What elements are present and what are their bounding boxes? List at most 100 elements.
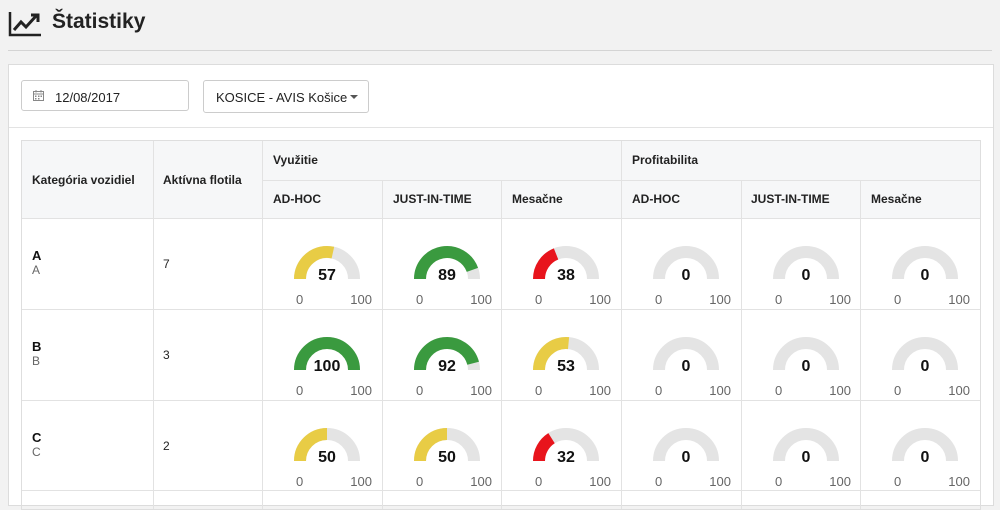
gauge-max-label: 100 bbox=[470, 292, 492, 307]
gauge-value: 50 bbox=[438, 449, 456, 466]
gauge-arc bbox=[294, 246, 360, 280]
gauge-min-label: 0 bbox=[655, 292, 663, 307]
header-sub-utilization-adhoc: AD-HOC bbox=[273, 192, 321, 206]
gauge-value: 0 bbox=[801, 267, 811, 284]
gauge-value: 57 bbox=[318, 267, 336, 284]
gauge-value: 92 bbox=[438, 358, 456, 375]
gauge-min-label: 0 bbox=[894, 474, 902, 489]
header-profitability: Profitabilita bbox=[632, 153, 699, 167]
gauge-track bbox=[892, 428, 958, 462]
gauge-arc bbox=[653, 428, 719, 462]
gauge-arc bbox=[414, 337, 480, 371]
gauge: 50 0 100 bbox=[402, 421, 492, 491]
statistics-panel: 12/08/2017 KOSICE - AVIS Košice Kategóri… bbox=[8, 64, 994, 510]
gauge-max-label: 100 bbox=[948, 292, 970, 307]
gauge-value: 89 bbox=[438, 267, 456, 284]
gauge-fill bbox=[414, 337, 479, 371]
gauge-min-label: 0 bbox=[535, 292, 543, 307]
gauge-max-label: 100 bbox=[350, 474, 372, 489]
gauge-arc bbox=[892, 337, 958, 371]
date-picker-input[interactable]: 12/08/2017 bbox=[21, 80, 189, 111]
gauge-min-label: 0 bbox=[296, 383, 304, 398]
gauge-value: 0 bbox=[801, 449, 811, 466]
statistics-table: Kategória vozidiel Aktívna flotila Využi… bbox=[21, 140, 981, 510]
gauge: 0 0 100 bbox=[880, 239, 970, 309]
page-header: Štatistiky bbox=[0, 0, 1000, 50]
gauge: 38 0 100 bbox=[521, 239, 611, 309]
category-name: A bbox=[32, 263, 41, 277]
gauge-arc bbox=[533, 246, 599, 280]
gauge-max-label: 100 bbox=[829, 383, 851, 398]
gauge: 0 0 100 bbox=[761, 421, 851, 491]
gauge-value: 0 bbox=[681, 358, 691, 375]
page-title: Štatistiky bbox=[52, 10, 146, 33]
header-utilization: Využitie bbox=[273, 153, 318, 167]
column-divider bbox=[621, 141, 622, 509]
gauge-arc bbox=[414, 428, 480, 462]
gauge-fill bbox=[414, 428, 448, 462]
gauge-min-label: 0 bbox=[416, 292, 424, 307]
gauge-min-label: 0 bbox=[535, 474, 543, 489]
header-sub-profitability-jit: JUST-IN-TIME bbox=[751, 192, 830, 206]
gauge-value: 0 bbox=[920, 358, 930, 375]
filter-bar: 12/08/2017 KOSICE - AVIS Košice bbox=[9, 65, 993, 128]
gauge-arc bbox=[533, 428, 599, 462]
gauge-max-label: 100 bbox=[350, 292, 372, 307]
row-divider bbox=[262, 180, 980, 181]
gauge-min-label: 0 bbox=[296, 474, 304, 489]
header-divider bbox=[8, 50, 992, 51]
column-divider bbox=[382, 180, 383, 509]
gauge-max-label: 100 bbox=[350, 383, 372, 398]
gauge-fill bbox=[533, 337, 570, 371]
gauge-max-label: 100 bbox=[470, 474, 492, 489]
gauge: 0 0 100 bbox=[880, 421, 970, 491]
column-divider bbox=[501, 180, 502, 509]
gauge-value: 0 bbox=[681, 267, 691, 284]
gauge-value: 100 bbox=[313, 358, 341, 375]
gauge-min-label: 0 bbox=[655, 383, 663, 398]
gauge-max-label: 100 bbox=[589, 292, 611, 307]
header-sub-profitability-adhoc: AD-HOC bbox=[632, 192, 680, 206]
column-divider bbox=[153, 141, 154, 509]
gauge-value: 53 bbox=[557, 358, 575, 375]
gauge-value: 0 bbox=[681, 449, 691, 466]
gauge-value: 0 bbox=[920, 449, 930, 466]
gauge-min-label: 0 bbox=[416, 474, 424, 489]
column-divider bbox=[262, 141, 263, 509]
gauge-fill bbox=[294, 246, 335, 280]
gauge-arc bbox=[892, 246, 958, 280]
gauge-max-label: 100 bbox=[709, 383, 731, 398]
gauge: 0 0 100 bbox=[761, 239, 851, 309]
gauge-min-label: 0 bbox=[894, 383, 902, 398]
gauge-track bbox=[892, 246, 958, 280]
category-code: C bbox=[32, 430, 42, 445]
gauge-fill bbox=[414, 246, 479, 280]
header-sub-profitability-monthly: Mesačne bbox=[871, 192, 922, 206]
gauge: 53 0 100 bbox=[521, 330, 611, 400]
gauge-track bbox=[653, 337, 719, 371]
gauge-arc bbox=[773, 337, 839, 371]
gauge-fill bbox=[294, 337, 360, 371]
gauge-min-label: 0 bbox=[894, 292, 902, 307]
gauge-track bbox=[773, 246, 839, 280]
row-divider bbox=[22, 309, 980, 310]
branch-select[interactable]: KOSICE - AVIS Košice bbox=[203, 80, 369, 113]
gauge-max-label: 100 bbox=[589, 383, 611, 398]
row-divider bbox=[22, 490, 980, 491]
gauge: 0 0 100 bbox=[761, 330, 851, 400]
gauge: 32 0 100 bbox=[521, 421, 611, 491]
gauge-fill bbox=[533, 433, 556, 462]
line-chart-icon bbox=[8, 12, 41, 37]
category-code: B bbox=[32, 339, 42, 354]
gauge: 0 0 100 bbox=[641, 421, 731, 491]
gauge-arc bbox=[533, 337, 599, 371]
gauge-min-label: 0 bbox=[775, 474, 783, 489]
gauge-max-label: 100 bbox=[829, 474, 851, 489]
gauge: 89 0 100 bbox=[402, 239, 492, 309]
header-sub-utilization-jit: JUST-IN-TIME bbox=[393, 192, 472, 206]
gauge-max-label: 100 bbox=[709, 292, 731, 307]
gauge: 50 0 100 bbox=[282, 421, 372, 491]
gauge-track bbox=[653, 428, 719, 462]
row-divider bbox=[22, 218, 980, 219]
branch-value: KOSICE - AVIS Košice bbox=[216, 90, 348, 105]
